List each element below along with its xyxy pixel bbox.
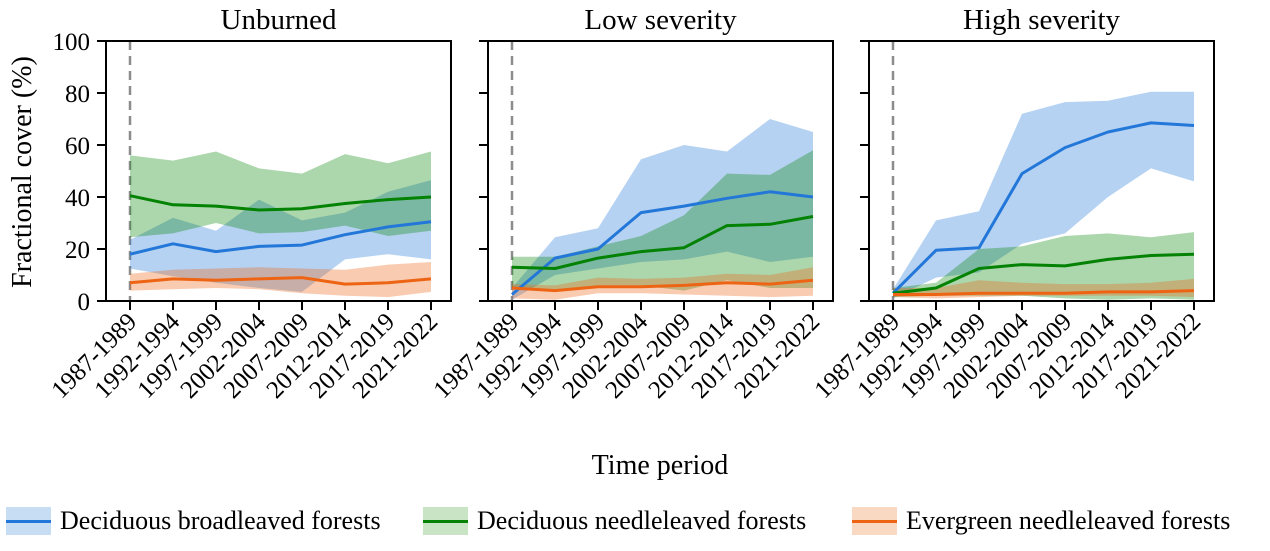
legend-swatch-evergreen-needleleaved xyxy=(852,507,897,535)
panel-title: High severity xyxy=(963,4,1121,36)
median-line xyxy=(129,220,432,256)
median-line xyxy=(129,276,432,286)
confidence-band xyxy=(893,91,1194,299)
confidence-band xyxy=(512,150,813,291)
y-tick-label: 100 xyxy=(53,29,91,56)
legend-label: Deciduous needleleaved forests xyxy=(477,506,807,535)
legend-item-deciduous-broadleaved: Deciduous broadleaved forests xyxy=(6,504,381,538)
panel-frame xyxy=(105,40,452,302)
legend-label: Evergreen needleleaved forests xyxy=(906,506,1231,535)
median-line xyxy=(511,215,814,270)
legend-swatch-deciduous-broadleaved xyxy=(6,507,51,535)
legend: Deciduous broadleaved forests Deciduous … xyxy=(0,504,1270,538)
median-line xyxy=(892,252,1195,295)
median-line xyxy=(891,121,1195,295)
y-tick-label: 20 xyxy=(65,237,90,264)
panel-frame xyxy=(487,40,834,302)
confidence-band xyxy=(130,180,431,292)
legend-line-icon xyxy=(6,519,51,523)
y-tick-label: 60 xyxy=(65,133,90,160)
panel-frame xyxy=(868,40,1215,302)
panel-title: Unburned xyxy=(221,4,337,36)
y-tick-label: 40 xyxy=(65,185,90,212)
y-tick-label: 0 xyxy=(78,289,91,316)
confidence-band xyxy=(512,267,813,300)
median-line xyxy=(511,278,814,293)
median-line xyxy=(511,190,814,296)
x-axis-label: Time period xyxy=(591,450,729,481)
legend-line-icon xyxy=(423,519,468,523)
median-line xyxy=(129,194,432,212)
legend-swatch-deciduous-needleleaved xyxy=(423,507,468,535)
confidence-band xyxy=(130,151,431,238)
legend-label: Deciduous broadleaved forests xyxy=(60,506,381,535)
legend-line-icon xyxy=(852,519,897,523)
y-tick-label: 80 xyxy=(65,81,90,108)
chart-area: 0204060801001987-19891992-19941997-19992… xyxy=(47,4,1215,404)
panel-title: Low severity xyxy=(584,4,737,36)
median-line xyxy=(893,289,1195,296)
legend-item-evergreen-needleleaved: Evergreen needleleaved forests xyxy=(852,504,1230,538)
legend-item-deciduous-needleleaved: Deciduous needleleaved forests xyxy=(423,504,806,538)
